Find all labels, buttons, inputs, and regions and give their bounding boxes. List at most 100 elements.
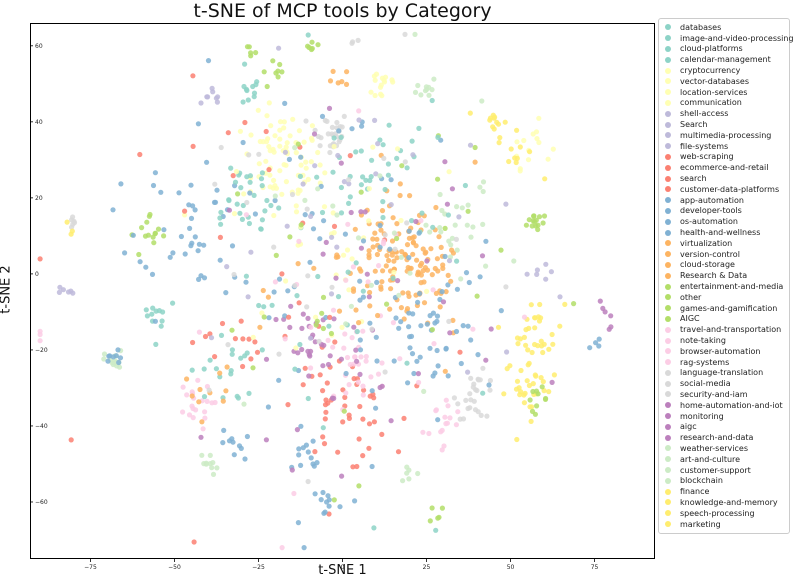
data-point <box>242 456 248 462</box>
data-point <box>212 399 218 406</box>
data-point <box>243 212 249 218</box>
data-point <box>291 490 297 497</box>
data-point <box>540 220 546 226</box>
data-point <box>246 220 252 227</box>
data-point <box>525 157 532 163</box>
data-point <box>300 181 306 187</box>
data-point <box>341 113 347 119</box>
data-point <box>530 381 536 387</box>
data-point <box>528 418 534 424</box>
data-point <box>282 313 288 319</box>
data-point <box>368 174 374 180</box>
data-point <box>178 233 184 240</box>
x-tick-label: −75 <box>84 564 97 571</box>
legend-label: games-and-gamification <box>680 303 778 313</box>
data-point <box>409 138 415 144</box>
data-point <box>528 302 534 308</box>
legend-item: art-and-culture <box>665 454 789 465</box>
data-point <box>207 461 213 467</box>
data-point <box>241 191 247 197</box>
data-point <box>334 252 340 258</box>
data-point <box>201 275 208 281</box>
data-point <box>377 173 383 179</box>
data-point <box>197 386 203 393</box>
data-point <box>290 116 296 122</box>
data-point <box>454 286 460 292</box>
data-point <box>116 359 122 366</box>
data-point <box>460 323 466 329</box>
data-point <box>101 356 107 362</box>
data-point <box>276 276 283 282</box>
legend-label: shell-access <box>680 109 729 119</box>
data-point <box>395 278 401 284</box>
data-point <box>354 358 360 364</box>
data-point <box>375 312 381 319</box>
legend-item: finance <box>665 486 789 497</box>
data-point <box>433 204 439 211</box>
data-point <box>317 162 323 168</box>
data-point <box>348 209 354 216</box>
data-point <box>364 271 370 277</box>
data-point <box>423 222 429 228</box>
data-point <box>341 408 347 414</box>
legend-label: blockchain <box>680 476 723 486</box>
data-point <box>467 110 473 116</box>
data-point <box>335 80 341 86</box>
data-point <box>360 392 366 398</box>
data-point <box>327 353 333 359</box>
data-point <box>404 470 410 476</box>
data-point <box>477 184 483 190</box>
y-tick-label: 60 <box>35 43 43 50</box>
data-point <box>383 263 389 269</box>
data-point <box>273 316 279 323</box>
data-point <box>451 395 457 401</box>
data-point <box>392 246 398 252</box>
x-tick-label: −25 <box>252 564 265 571</box>
data-point <box>396 292 402 298</box>
data-point <box>283 278 289 284</box>
data-point <box>201 242 207 248</box>
data-point <box>417 290 423 297</box>
data-point <box>513 386 520 392</box>
data-point <box>468 337 474 343</box>
data-point <box>240 363 246 370</box>
data-point <box>541 213 548 219</box>
data-point <box>293 150 299 156</box>
data-point <box>215 94 221 100</box>
legend-label: customer-data-platforms <box>680 184 780 194</box>
legend-item: Research & Data <box>665 270 789 281</box>
data-point <box>105 358 111 364</box>
data-point <box>517 168 523 174</box>
data-point <box>534 271 540 277</box>
data-point <box>378 286 384 292</box>
legend-label: speech-processing <box>680 508 755 518</box>
data-point <box>186 412 193 418</box>
data-point <box>37 328 43 334</box>
data-point <box>354 463 360 470</box>
data-point <box>248 132 254 138</box>
data-point <box>245 294 251 300</box>
data-point <box>371 395 377 401</box>
data-point <box>214 465 220 471</box>
data-point <box>198 434 204 440</box>
data-point <box>535 222 541 228</box>
data-point <box>407 270 413 276</box>
legend-label: version-control <box>680 249 740 259</box>
data-point <box>440 265 446 271</box>
data-point <box>524 271 530 277</box>
data-point <box>472 144 478 151</box>
data-point <box>263 158 269 164</box>
data-point <box>259 183 265 189</box>
data-point <box>287 133 293 139</box>
data-point <box>394 221 400 227</box>
data-point <box>397 181 403 187</box>
legend-label: social-media <box>680 379 731 389</box>
data-point <box>346 287 352 293</box>
data-point <box>305 176 311 182</box>
data-point <box>231 452 237 458</box>
data-point <box>411 234 417 240</box>
data-point <box>343 277 349 283</box>
data-point <box>449 186 455 192</box>
data-point <box>491 126 497 132</box>
data-point <box>466 279 472 286</box>
